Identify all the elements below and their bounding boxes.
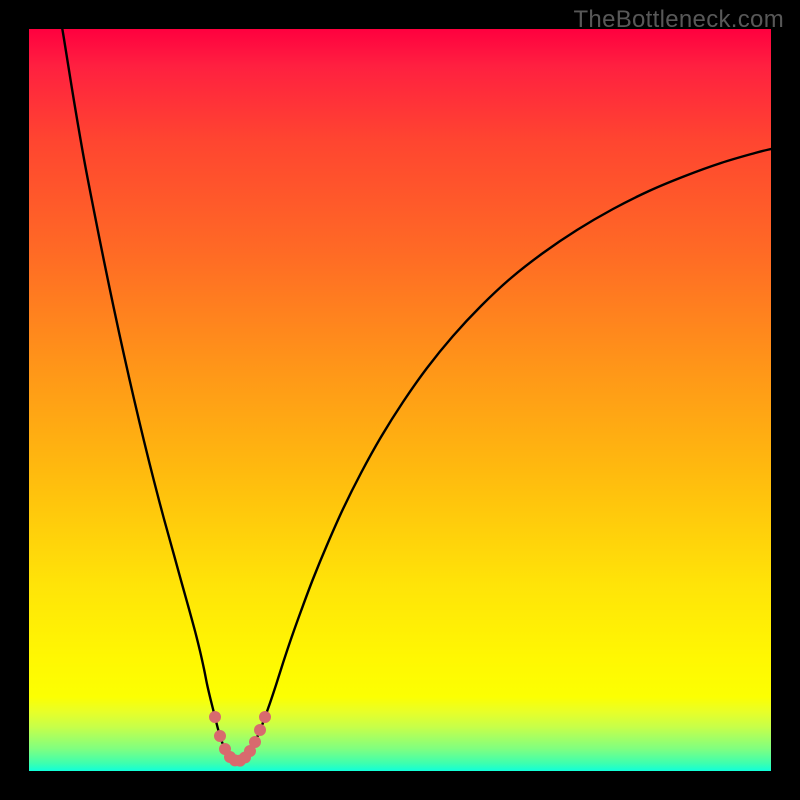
plot-area <box>29 29 771 771</box>
marker-dot <box>260 712 271 723</box>
watermark-text: TheBottleneck.com <box>573 6 784 34</box>
marker-dot <box>210 712 221 723</box>
marker-group <box>29 29 771 771</box>
marker-dot <box>255 725 266 736</box>
marker-dot <box>215 731 226 742</box>
marker-dot <box>250 737 261 748</box>
